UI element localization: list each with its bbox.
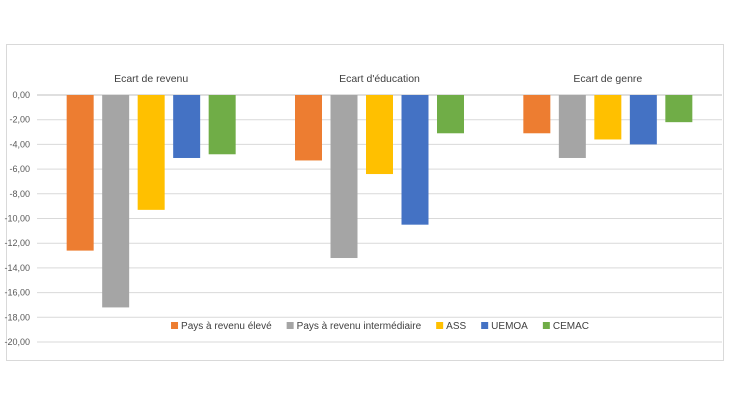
legend-label: Pays à revenu élevé [181,321,272,332]
legend-swatch [542,322,550,329]
legend-item: Pays à revenu élevé [171,321,272,332]
category-label: Ecart de revenu [114,73,188,85]
y-tick-label: -20,00 [4,337,30,347]
legend-swatch [436,322,444,329]
legend-item: Pays à revenu intermédiaire [286,321,422,332]
y-tick-label: -12,00 [4,238,30,248]
bar [173,95,201,158]
legend-swatch [481,322,489,329]
bar [137,95,165,210]
y-tick-label: -4,00 [9,139,30,149]
y-tick-label: -2,00 [9,115,30,125]
bar [594,95,622,140]
bar [208,95,236,155]
y-tick-label: -18,00 [4,312,30,322]
bar [330,95,358,259]
legend: Pays à revenu élevé Pays à revenu intermé… [171,321,589,332]
legend-item: ASS [436,321,467,332]
bar [629,95,657,145]
bar [401,95,429,225]
bar [523,95,551,134]
category-labels: Ecart de revenu Ecart d'éducation Ecart de… [114,73,642,85]
y-tick-label: -6,00 [9,164,30,174]
bar [102,95,130,308]
legend-label: ASS [446,321,466,332]
y-tick-label: -16,00 [4,288,30,298]
legend-label: CEMAC [553,321,589,332]
bar [665,95,693,123]
legend-item: UEMOA [481,321,528,332]
category-label: Ecart de genre [573,73,642,85]
legend-label: Pays à revenu intermédiaire [297,321,422,332]
bar [66,95,94,251]
bars [66,95,693,308]
bar [558,95,586,158]
category-label: Ecart d'éducation [339,73,420,85]
legend-item: CEMAC [542,321,589,332]
bar [366,95,393,175]
bar [295,95,322,161]
legend-swatch [286,322,294,329]
y-tick-label: 0,00 [12,90,30,100]
y-tick-label: -10,00 [4,214,30,224]
bar [437,95,464,134]
legend-label: UEMOA [491,321,528,332]
y-tick-label: -8,00 [9,189,30,199]
y-tick-label: -14,00 [4,263,30,273]
legend-swatch [171,322,179,329]
y-axis: 0,00 -2,00 -4,00 -6,00 -8,00 -10,00 -12,00 -14,… [4,90,30,347]
